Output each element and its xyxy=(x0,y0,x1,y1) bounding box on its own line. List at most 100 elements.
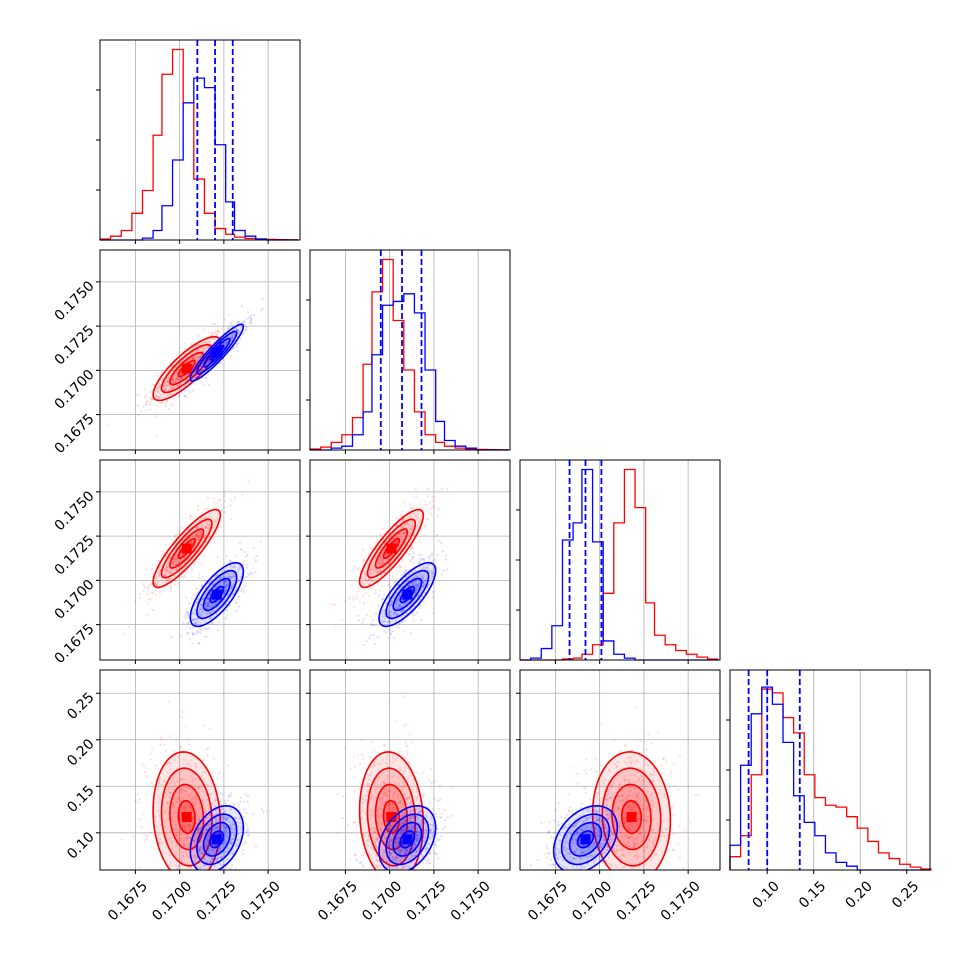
scatter-point xyxy=(216,812,219,815)
scatter-point xyxy=(179,833,182,836)
scatter-point xyxy=(349,597,352,600)
scatter-point xyxy=(384,812,387,815)
scatter-point xyxy=(186,381,189,384)
scatter-point xyxy=(231,838,234,841)
scatter-point xyxy=(239,796,242,799)
scatter-point xyxy=(171,379,174,382)
scatter-point xyxy=(423,582,426,585)
scatter-point xyxy=(196,349,199,352)
scatter-point xyxy=(155,584,159,587)
scatter-point xyxy=(208,893,210,895)
scatter-point xyxy=(407,573,410,576)
scatter-point xyxy=(165,579,168,582)
scatter-point xyxy=(184,790,187,793)
scatter-point xyxy=(389,603,392,607)
scatter-point xyxy=(187,389,190,392)
scatter-point xyxy=(207,600,210,604)
scatter-point xyxy=(200,851,204,854)
scatter-point xyxy=(204,603,207,606)
scatter-point xyxy=(206,497,209,500)
scatter-point xyxy=(368,801,371,804)
scatter-point xyxy=(196,508,199,512)
scatter-point xyxy=(430,578,434,581)
scatter-point xyxy=(417,575,420,578)
scatter-point xyxy=(246,553,249,557)
scatter-point xyxy=(400,822,403,825)
scatter-point xyxy=(151,383,154,386)
scatter-point xyxy=(214,575,217,578)
scatter-point xyxy=(431,807,434,811)
contour-red xyxy=(358,751,425,870)
scatter-point xyxy=(206,604,209,608)
scatter-point xyxy=(428,512,431,515)
scatter-point xyxy=(383,793,386,796)
scatter-point xyxy=(185,837,188,840)
scatter-point xyxy=(376,570,379,574)
scatter-point xyxy=(383,620,386,623)
scatter-point xyxy=(214,799,217,802)
y-tick-label: 0.1725 xyxy=(52,532,98,578)
scatter-point xyxy=(197,786,200,789)
scatter-point xyxy=(189,825,192,828)
scatter-point xyxy=(404,819,407,822)
scatter-point xyxy=(229,517,233,521)
scatter-point xyxy=(158,842,161,845)
scatter-point xyxy=(181,376,184,380)
scatter-point xyxy=(432,499,435,502)
scatter-point xyxy=(402,531,405,535)
scatter-point xyxy=(434,558,437,561)
scatter-point xyxy=(201,873,203,875)
scatter-point xyxy=(128,625,131,628)
scatter-point xyxy=(138,818,141,821)
scatter-point xyxy=(236,350,239,353)
scatter-point xyxy=(211,604,214,608)
scatter-point xyxy=(415,514,418,518)
scatter-point xyxy=(215,523,218,527)
scatter-point xyxy=(259,540,262,544)
scatter-point xyxy=(230,499,233,502)
scatter-point xyxy=(197,333,200,337)
scatter-point xyxy=(176,560,179,564)
scatter-point xyxy=(365,592,368,595)
scatter-point xyxy=(172,805,175,808)
scatter-point xyxy=(177,351,181,354)
scatter-point xyxy=(178,837,181,841)
scatter-point xyxy=(401,560,404,563)
scatter-point xyxy=(171,378,174,381)
scatter-point xyxy=(210,886,212,888)
scatter-point xyxy=(375,568,378,571)
scatter-point xyxy=(184,596,188,599)
scatter-point xyxy=(194,840,197,843)
scatter-point xyxy=(191,568,194,571)
scatter-point xyxy=(249,316,252,319)
scatter-point xyxy=(235,327,238,330)
scatter-point xyxy=(175,809,178,812)
scatter-point xyxy=(189,515,192,518)
scatter-point xyxy=(188,855,191,858)
scatter-point xyxy=(364,812,367,815)
scatter-point xyxy=(202,328,206,331)
scatter-point xyxy=(391,600,394,603)
scatter-point xyxy=(402,821,405,824)
scatter-point xyxy=(382,562,385,565)
scatter-point xyxy=(188,391,191,394)
scatter-point xyxy=(389,632,392,635)
scatter-point xyxy=(369,568,372,571)
scatter-point xyxy=(199,871,201,873)
scatter-point xyxy=(223,585,226,588)
scatter-point xyxy=(144,396,147,399)
scatter-point xyxy=(173,557,177,561)
scatter-point xyxy=(204,526,207,529)
scatter-point xyxy=(211,516,214,519)
scatter-point xyxy=(178,377,181,380)
scatter-point xyxy=(370,623,373,626)
scatter-point xyxy=(403,533,406,536)
scatter-point xyxy=(168,791,171,794)
scatter-point xyxy=(423,560,426,563)
scatter-point xyxy=(230,838,233,841)
scatter-point xyxy=(219,362,222,365)
contour-blue xyxy=(189,561,245,628)
scatter-point xyxy=(408,866,411,869)
scatter-point xyxy=(229,336,232,339)
scatter-point xyxy=(191,377,194,380)
